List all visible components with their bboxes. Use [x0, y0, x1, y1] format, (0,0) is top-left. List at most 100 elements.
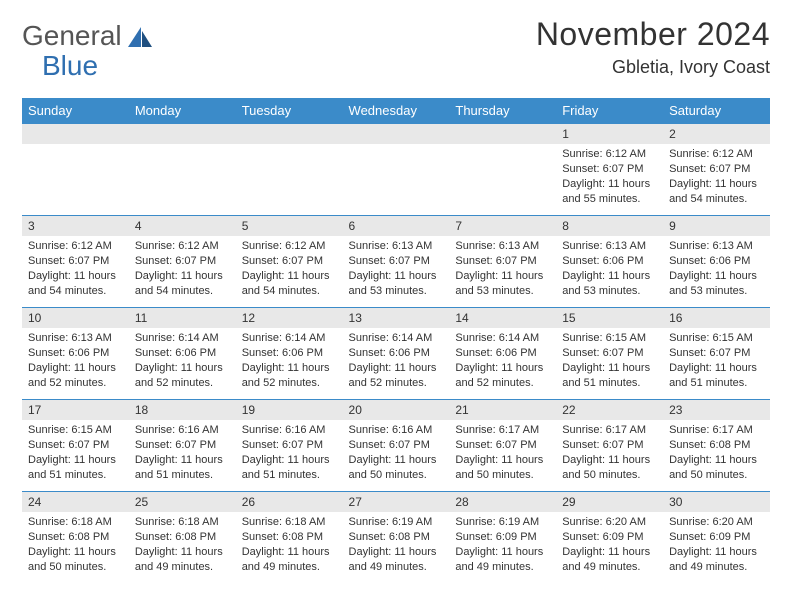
- day-cell: 22Sunrise: 6:17 AMSunset: 6:07 PMDayligh…: [556, 400, 663, 492]
- location-label: Gbletia, Ivory Coast: [536, 57, 770, 78]
- day-body-empty: [22, 144, 129, 204]
- day-number: 5: [236, 216, 343, 236]
- day-sunset: Sunset: 6:07 PM: [562, 438, 657, 453]
- day-header-row: Sunday Monday Tuesday Wednesday Thursday…: [22, 98, 770, 124]
- day-number: 15: [556, 308, 663, 328]
- day-header: Wednesday: [343, 98, 450, 124]
- day-day2: and 54 minutes.: [135, 284, 230, 299]
- day-sunrise: Sunrise: 6:16 AM: [135, 423, 230, 438]
- day-body: Sunrise: 6:13 AMSunset: 6:06 PMDaylight:…: [556, 236, 663, 302]
- day-cell: 3Sunrise: 6:12 AMSunset: 6:07 PMDaylight…: [22, 216, 129, 308]
- day-sunset: Sunset: 6:07 PM: [455, 254, 550, 269]
- day-number-empty: [236, 124, 343, 144]
- day-cell: 6Sunrise: 6:13 AMSunset: 6:07 PMDaylight…: [343, 216, 450, 308]
- day-day2: and 49 minutes.: [455, 560, 550, 575]
- day-day1: Daylight: 11 hours: [562, 177, 657, 192]
- day-body: Sunrise: 6:18 AMSunset: 6:08 PMDaylight:…: [22, 512, 129, 578]
- day-body: Sunrise: 6:17 AMSunset: 6:08 PMDaylight:…: [663, 420, 770, 486]
- day-number: 10: [22, 308, 129, 328]
- day-day1: Daylight: 11 hours: [669, 269, 764, 284]
- day-number: 14: [449, 308, 556, 328]
- day-sunset: Sunset: 6:07 PM: [135, 254, 230, 269]
- day-sunrise: Sunrise: 6:19 AM: [455, 515, 550, 530]
- day-body: Sunrise: 6:13 AMSunset: 6:07 PMDaylight:…: [449, 236, 556, 302]
- day-sunrise: Sunrise: 6:19 AM: [349, 515, 444, 530]
- day-header: Monday: [129, 98, 236, 124]
- day-sunset: Sunset: 6:07 PM: [669, 346, 764, 361]
- day-sunset: Sunset: 6:07 PM: [669, 162, 764, 177]
- day-body: Sunrise: 6:17 AMSunset: 6:07 PMDaylight:…: [449, 420, 556, 486]
- day-day2: and 49 minutes.: [669, 560, 764, 575]
- day-cell: [343, 124, 450, 216]
- day-cell: 5 Sunrise: 6:12 AMSunset: 6:07 PMDaylight…: [236, 216, 343, 308]
- day-sunrise: Sunrise: 6:15 AM: [28, 423, 123, 438]
- day-body-empty: [129, 144, 236, 204]
- day-sunset: Sunset: 6:08 PM: [242, 530, 337, 545]
- day-sunset: Sunset: 6:06 PM: [562, 254, 657, 269]
- day-body: Sunrise: 6:14 AMSunset: 6:06 PMDaylight:…: [236, 328, 343, 394]
- day-cell: 27Sunrise: 6:19 AMSunset: 6:08 PMDayligh…: [343, 492, 450, 584]
- week-row: 17Sunrise: 6:15 AMSunset: 6:07 PMDayligh…: [22, 400, 770, 492]
- day-day2: and 50 minutes.: [562, 468, 657, 483]
- day-day2: and 52 minutes.: [28, 376, 123, 391]
- day-sunrise: Sunrise: 6:14 AM: [242, 331, 337, 346]
- day-cell: [449, 124, 556, 216]
- day-day2: and 49 minutes.: [349, 560, 444, 575]
- day-cell: 16Sunrise: 6:15 AMSunset: 6:07 PMDayligh…: [663, 308, 770, 400]
- day-sunrise: Sunrise: 6:17 AM: [669, 423, 764, 438]
- day-day1: Daylight: 11 hours: [455, 269, 550, 284]
- day-body: Sunrise: 6:16 AMSunset: 6:07 PMDaylight:…: [236, 420, 343, 486]
- day-number: 7: [449, 216, 556, 236]
- day-day2: and 52 minutes.: [455, 376, 550, 391]
- day-body: Sunrise: 6:20 AMSunset: 6:09 PMDaylight:…: [663, 512, 770, 578]
- day-day2: and 49 minutes.: [242, 560, 337, 575]
- day-number-empty: [449, 124, 556, 144]
- day-sunrise: Sunrise: 6:13 AM: [562, 239, 657, 254]
- day-cell: 18Sunrise: 6:16 AMSunset: 6:07 PMDayligh…: [129, 400, 236, 492]
- day-number: 16: [663, 308, 770, 328]
- day-number: 23: [663, 400, 770, 420]
- day-header: Tuesday: [236, 98, 343, 124]
- day-cell: 12Sunrise: 6:14 AMSunset: 6:06 PMDayligh…: [236, 308, 343, 400]
- day-day1: Daylight: 11 hours: [349, 361, 444, 376]
- day-sunset: Sunset: 6:09 PM: [455, 530, 550, 545]
- day-body: Sunrise: 6:13 AMSunset: 6:06 PMDaylight:…: [663, 236, 770, 302]
- day-sunset: Sunset: 6:07 PM: [349, 254, 444, 269]
- day-body: Sunrise: 6:12 AMSunset: 6:07 PMDaylight:…: [22, 236, 129, 302]
- day-number: 24: [22, 492, 129, 512]
- day-cell: 14Sunrise: 6:14 AMSunset: 6:06 PMDayligh…: [449, 308, 556, 400]
- sail-icon: [128, 27, 154, 54]
- day-cell: 11Sunrise: 6:14 AMSunset: 6:06 PMDayligh…: [129, 308, 236, 400]
- day-number: 21: [449, 400, 556, 420]
- day-number-empty: [343, 124, 450, 144]
- day-day1: Daylight: 11 hours: [562, 453, 657, 468]
- day-sunrise: Sunrise: 6:12 AM: [242, 239, 337, 254]
- day-cell: [236, 124, 343, 216]
- month-title: November 2024: [536, 16, 770, 53]
- day-day2: and 51 minutes.: [562, 376, 657, 391]
- day-body: Sunrise: 6:15 AMSunset: 6:07 PMDaylight:…: [556, 328, 663, 394]
- day-body: Sunrise: 6:12 AMSunset: 6:07 PMDaylight:…: [556, 144, 663, 210]
- day-cell: 13Sunrise: 6:14 AMSunset: 6:06 PMDayligh…: [343, 308, 450, 400]
- day-cell: 10Sunrise: 6:13 AMSunset: 6:06 PMDayligh…: [22, 308, 129, 400]
- day-body: Sunrise: 6:18 AMSunset: 6:08 PMDaylight:…: [129, 512, 236, 578]
- day-day1: Daylight: 11 hours: [242, 269, 337, 284]
- day-number: 30: [663, 492, 770, 512]
- day-number-empty: [22, 124, 129, 144]
- day-sunrise: Sunrise: 6:12 AM: [135, 239, 230, 254]
- week-row: 3Sunrise: 6:12 AMSunset: 6:07 PMDaylight…: [22, 216, 770, 308]
- day-sunset: Sunset: 6:07 PM: [242, 254, 337, 269]
- day-body: Sunrise: 6:19 AMSunset: 6:08 PMDaylight:…: [343, 512, 450, 578]
- day-number: 8: [556, 216, 663, 236]
- day-day2: and 52 minutes.: [349, 376, 444, 391]
- day-cell: 4Sunrise: 6:12 AMSunset: 6:07 PMDaylight…: [129, 216, 236, 308]
- day-sunrise: Sunrise: 6:13 AM: [455, 239, 550, 254]
- day-number: 12: [236, 308, 343, 328]
- day-body: Sunrise: 6:13 AMSunset: 6:06 PMDaylight:…: [22, 328, 129, 394]
- week-row: 1Sunrise: 6:12 AMSunset: 6:07 PMDaylight…: [22, 124, 770, 216]
- day-cell: 28Sunrise: 6:19 AMSunset: 6:09 PMDayligh…: [449, 492, 556, 584]
- day-cell: 9Sunrise: 6:13 AMSunset: 6:06 PMDaylight…: [663, 216, 770, 308]
- day-cell: 25Sunrise: 6:18 AMSunset: 6:08 PMDayligh…: [129, 492, 236, 584]
- day-sunset: Sunset: 6:09 PM: [562, 530, 657, 545]
- day-sunset: Sunset: 6:08 PM: [135, 530, 230, 545]
